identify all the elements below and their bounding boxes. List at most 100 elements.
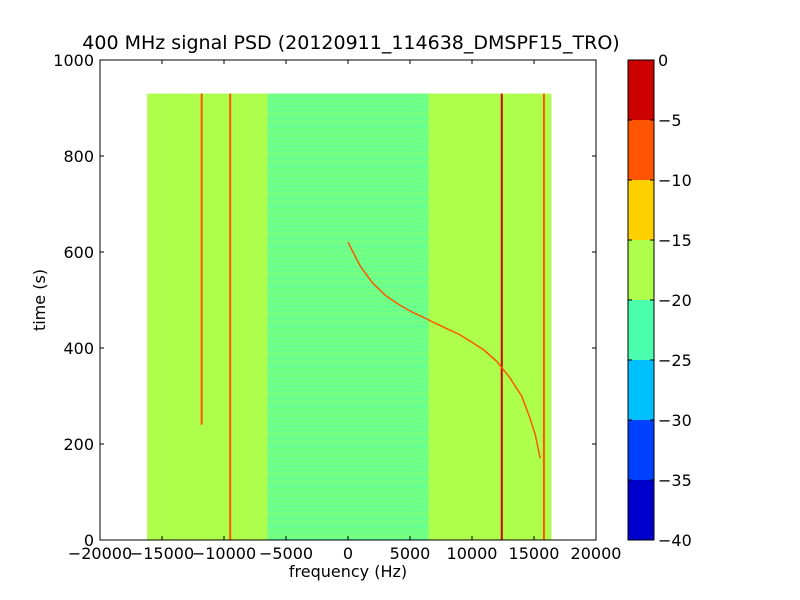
noise-row (267, 297, 429, 300)
noise-row (267, 309, 429, 312)
colorbar-tick-label: 0 (658, 51, 668, 70)
noise-row (267, 377, 429, 380)
noise-row (267, 101, 429, 104)
noise-row (267, 433, 429, 436)
noise-row (267, 473, 429, 476)
noise-row (267, 501, 429, 504)
noise-row (267, 349, 429, 352)
x-tick-label: 15000 (509, 544, 560, 563)
noise-row (267, 261, 429, 264)
noise-row (267, 397, 429, 400)
y-tick-label: 0 (84, 531, 94, 550)
noise-row (267, 353, 429, 356)
noise-row (267, 273, 429, 276)
colorbar-segment (628, 240, 654, 300)
noise-row (267, 393, 429, 396)
noise-row (267, 145, 429, 148)
noise-row (267, 529, 429, 532)
noise-row (267, 369, 429, 372)
noise-row (267, 117, 429, 120)
noise-row (267, 289, 429, 292)
noise-row (267, 113, 429, 116)
noise-row (267, 317, 429, 320)
noise-row (267, 181, 429, 184)
y-tick-label: 600 (63, 243, 94, 262)
noise-row (267, 533, 429, 536)
colorbar-tick-label: −40 (658, 531, 692, 550)
x-tick-label: 10000 (447, 544, 498, 563)
noise-row (267, 245, 429, 248)
y-tick-label: 1000 (53, 51, 94, 70)
noise-row (267, 217, 429, 220)
noise-row (267, 277, 429, 280)
colorbar-segment (628, 180, 654, 240)
y-axis-label: time (s) (30, 269, 49, 331)
noise-row (267, 521, 429, 524)
colorbar-segment (628, 120, 654, 180)
noise-row (267, 177, 429, 180)
x-tick-label: 20000 (571, 544, 622, 563)
colorbar-tick-label: −5 (658, 111, 682, 130)
x-axis-label: frequency (Hz) (289, 562, 407, 581)
noise-row (267, 313, 429, 316)
noise-row (267, 325, 429, 328)
noise-row (267, 257, 429, 260)
noise-row (267, 441, 429, 444)
noise-row (267, 153, 429, 156)
noise-row (267, 149, 429, 152)
noise-row (267, 345, 429, 348)
heatmap (147, 93, 552, 540)
noise-row (267, 361, 429, 364)
x-tick-label: −10000 (192, 544, 256, 563)
x-axis-ticks: −20000−15000−10000 −5000 0 5000 10000 15000 20… (68, 60, 622, 563)
noise-row (267, 425, 429, 428)
noise-row (267, 173, 429, 176)
noise-row (267, 341, 429, 344)
noise-row (267, 381, 429, 384)
noise-row (267, 265, 429, 268)
noise-row (267, 321, 429, 324)
noise-row (267, 357, 429, 360)
noise-row (267, 213, 429, 216)
noise-row (267, 477, 429, 480)
colorbar-segment (628, 300, 654, 360)
noise-row (267, 205, 429, 208)
colorbar-segment (628, 420, 654, 480)
noise-row (267, 409, 429, 412)
noise-row (267, 333, 429, 336)
noise-row (267, 449, 429, 452)
noise-row (267, 293, 429, 296)
noise-row (267, 141, 429, 144)
noise-row (267, 509, 429, 512)
y-axis-ticks: 0 200 400 600 800 1000 (53, 51, 596, 550)
noise-row (267, 137, 429, 140)
chart-title: 400 MHz signal PSD (20120911_114638_DMSP… (82, 32, 619, 54)
noise-row (267, 457, 429, 460)
noise-row (267, 269, 429, 272)
noise-row (267, 385, 429, 388)
noise-row (267, 505, 429, 508)
noise-row (267, 469, 429, 472)
noise-row (267, 125, 429, 128)
noise-row (267, 437, 429, 440)
noise-row (267, 445, 429, 448)
noise-row (267, 497, 429, 500)
noise-row (267, 389, 429, 392)
y-tick-label: 800 (63, 147, 94, 166)
noise-row (267, 221, 429, 224)
noise-row (267, 253, 429, 256)
noise-row (267, 489, 429, 492)
noise-row (267, 517, 429, 520)
noise-row (267, 169, 429, 172)
noise-row (267, 161, 429, 164)
noise-row (267, 285, 429, 288)
noise-row (267, 417, 429, 420)
noise-row (267, 193, 429, 196)
noise-row (267, 189, 429, 192)
noise-row (267, 421, 429, 424)
x-tick-label: −5000 (259, 544, 313, 563)
noise-row (267, 281, 429, 284)
colorbar-tick-label: −10 (658, 171, 692, 190)
noise-row (267, 485, 429, 488)
